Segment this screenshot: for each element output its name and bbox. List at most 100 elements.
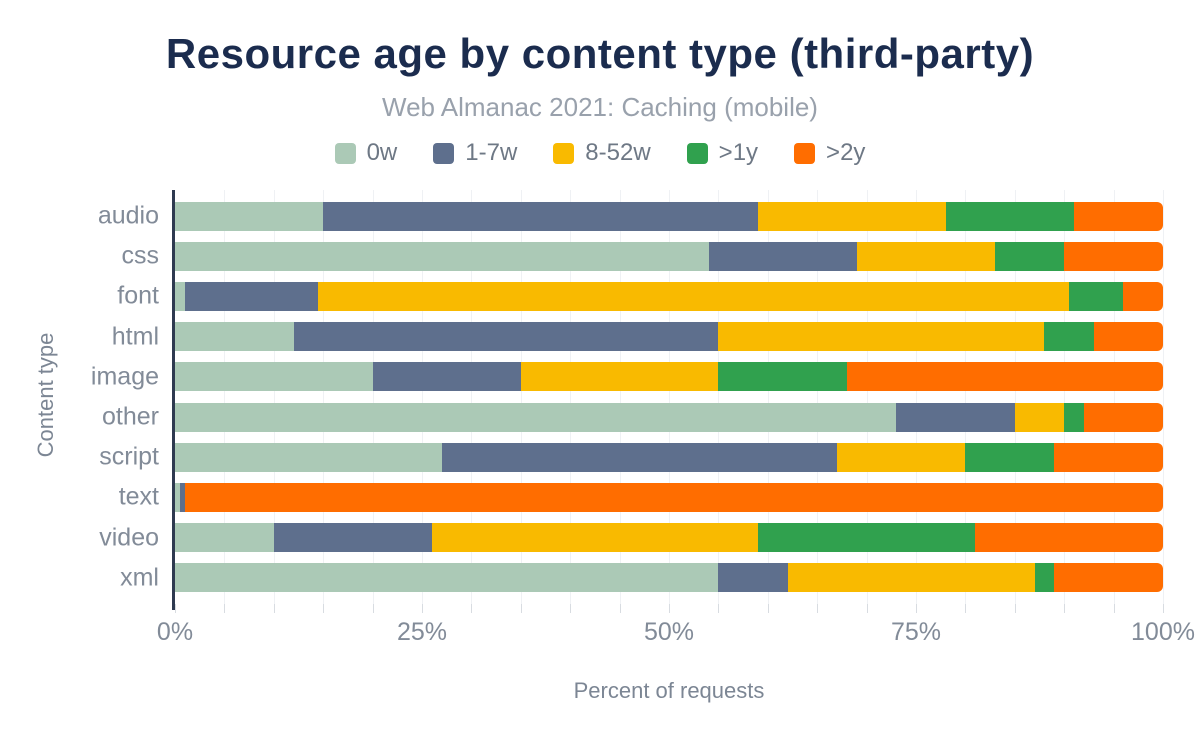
gridline [273, 190, 275, 604]
bar-segment-video-0w[interactable] [175, 523, 274, 553]
category-label-audio: audio [97, 201, 159, 230]
x-tick [273, 604, 275, 613]
bar-segment-script-1-7w[interactable] [441, 442, 837, 472]
bar-segment-html-1-7w[interactable] [293, 322, 719, 352]
bar-segment-image->1y[interactable] [718, 362, 847, 392]
bar-segment-audio->1y[interactable] [945, 201, 1075, 231]
legend-item-8-52w[interactable]: 8-52w [553, 139, 651, 167]
bar-segment-text-1-7w[interactable] [179, 482, 185, 512]
gridline [619, 190, 621, 604]
bar-segment-image-8-52w[interactable] [520, 362, 719, 392]
gridline [1014, 190, 1016, 604]
bar-segment-other-1-7w[interactable] [896, 402, 1015, 432]
bar-segment-css->1y[interactable] [995, 241, 1065, 271]
bar-row-script: script [99, 442, 1163, 472]
category-label-script: script [99, 442, 159, 471]
bar-font [175, 281, 1163, 311]
bar-row-font: font [117, 281, 1163, 311]
bar-segment-audio-1-7w[interactable] [323, 201, 758, 231]
category-label-html: html [111, 322, 159, 351]
bar-segment-script->2y[interactable] [1054, 442, 1163, 472]
bar-segment-html->1y[interactable] [1044, 322, 1094, 352]
x-tick [619, 604, 621, 613]
bar-row-html: html [112, 322, 1163, 352]
x-tick [669, 604, 670, 613]
gridline [916, 190, 917, 604]
bar-segment-css-1-7w[interactable] [708, 241, 857, 271]
bar-segment-audio-8-52w[interactable] [757, 201, 946, 231]
bar-segment-html->2y[interactable] [1093, 322, 1163, 352]
legend-item->1y[interactable]: >1y [686, 139, 758, 167]
bar-segment-xml->1y[interactable] [1034, 563, 1055, 593]
bar-segment-css-8-52w[interactable] [856, 241, 996, 271]
bar-segment-font-8-52w[interactable] [318, 281, 1070, 311]
x-axis-title: Percent of requests [573, 678, 765, 703]
bar-css [175, 241, 1163, 271]
bar-segment-font-0w[interactable] [175, 281, 185, 311]
bar-segment-video->2y[interactable] [975, 523, 1163, 553]
x-tick [916, 604, 917, 613]
bar-segment-script->1y[interactable] [965, 442, 1055, 472]
x-tick [767, 604, 769, 613]
bar-segment-audio-0w[interactable] [175, 201, 324, 231]
bar-segment-font->1y[interactable] [1069, 281, 1124, 311]
bar-segment-other->2y[interactable] [1083, 402, 1163, 432]
y-axis-line [172, 190, 175, 610]
x-tick [422, 604, 423, 613]
y-axis-title: Content type [33, 332, 58, 458]
gridline [767, 190, 769, 604]
category-label-text: text [118, 482, 159, 511]
category-label-other: other [102, 402, 159, 431]
bar-segment-xml-0w[interactable] [175, 563, 719, 593]
legend-swatch-icon [433, 142, 455, 164]
bar-segment-video-8-52w[interactable] [431, 523, 758, 553]
bar-segment-other->1y[interactable] [1064, 402, 1084, 432]
bar-segment-image-1-7w[interactable] [372, 362, 521, 392]
bar-segment-xml->2y[interactable] [1054, 563, 1163, 593]
bar-segment-audio->2y[interactable] [1074, 201, 1163, 231]
bar-segment-other-8-52w[interactable] [1014, 402, 1065, 432]
bar-segment-xml-1-7w[interactable] [718, 563, 788, 593]
bar-xml [175, 563, 1163, 593]
bar-segment-text-0w[interactable] [175, 482, 180, 512]
x-tick-label-75%: 75% [890, 618, 942, 646]
x-tick-label-25%: 25% [396, 618, 448, 646]
x-tick [1064, 604, 1066, 613]
x-tick [323, 604, 325, 613]
legend-swatch-icon [334, 142, 356, 164]
bar-segment-css->2y[interactable] [1064, 241, 1163, 271]
bar-segment-font->2y[interactable] [1123, 281, 1163, 311]
bar-segment-script-8-52w[interactable] [836, 442, 966, 472]
gridline [372, 190, 374, 604]
gridline [965, 190, 967, 604]
legend-item-0w[interactable]: 0w [334, 139, 397, 167]
gridline [669, 190, 670, 604]
bar-segment-image->2y[interactable] [846, 362, 1163, 392]
bar-segment-html-0w[interactable] [175, 322, 294, 352]
bar-segment-xml-8-52w[interactable] [787, 563, 1035, 593]
legend-label: >2y [826, 139, 866, 166]
gridline [323, 190, 325, 604]
bar-segment-html-8-52w[interactable] [718, 322, 1045, 352]
category-label-font: font [117, 281, 159, 310]
legend: 0w 1-7w 8-52w >1y >2y [0, 138, 1200, 168]
bar-segment-video-1-7w[interactable] [273, 523, 432, 553]
x-tick [372, 604, 374, 613]
bar-segment-image-0w[interactable] [175, 362, 373, 392]
bar-segment-font-1-7w[interactable] [184, 281, 319, 311]
x-tick [1014, 604, 1016, 613]
bar-segment-other-0w[interactable] [175, 402, 897, 432]
bar-segment-css-0w[interactable] [175, 241, 709, 271]
legend-item->2y[interactable]: >2y [794, 139, 865, 167]
category-label-video: video [99, 523, 159, 552]
gridline [471, 190, 473, 604]
plot-area: audio css font html image other script text vide… [91, 190, 1164, 610]
bar-other [175, 402, 1163, 432]
x-tick [718, 604, 720, 613]
legend-item-1-7w[interactable]: 1-7w [433, 139, 517, 167]
bar-row-text: text [119, 482, 1163, 512]
bar-segment-text->2y[interactable] [184, 482, 1163, 512]
bar-segment-script-0w[interactable] [175, 442, 442, 472]
bar-segment-video->1y[interactable] [757, 523, 976, 553]
gridline [1113, 190, 1115, 604]
